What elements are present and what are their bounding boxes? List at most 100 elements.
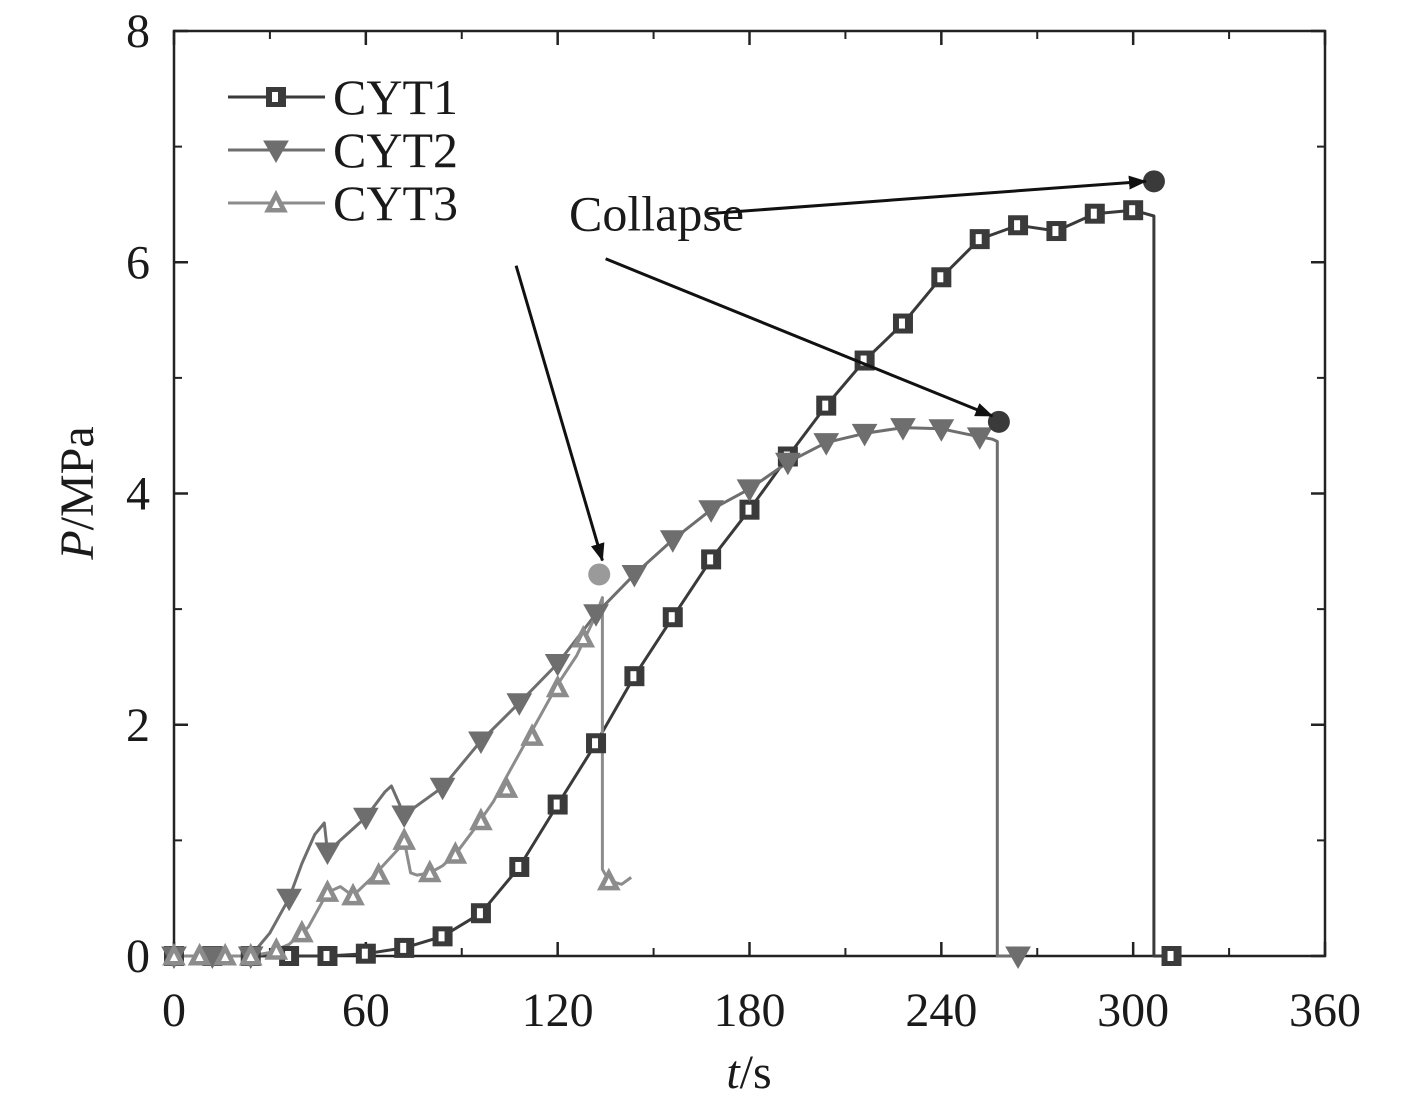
data-point-cyt3 — [264, 937, 289, 960]
data-point-cyt2 — [813, 433, 840, 456]
marker-triangle-down — [352, 807, 379, 831]
marker-triangle-down — [263, 140, 289, 164]
marker-triangle-up-highlight — [604, 877, 613, 886]
data-point-cyt1 — [969, 229, 990, 250]
data-point-cyt3 — [187, 942, 212, 966]
data-point-cyt2 — [544, 653, 571, 677]
data-point-cyt3 — [494, 775, 519, 798]
data-point-cyt2 — [928, 419, 955, 442]
data-point-cyt3 — [520, 723, 544, 746]
marker-square-highlight — [745, 504, 752, 515]
data-point-cyt2 — [352, 807, 379, 831]
data-point-cyt3 — [315, 879, 340, 902]
data-point-cyt2 — [276, 888, 302, 912]
marker-square-highlight — [323, 951, 330, 961]
collapse-annotation: Collapse — [514, 175, 1147, 562]
axis-ticks: 0 60 120 180 240 300 360 0 2 4 6 8 — [126, 5, 1361, 1037]
data-point-cyt2 — [890, 418, 916, 441]
x-tick-label: 0 — [162, 984, 186, 1037]
data-point-cyt2 — [429, 777, 456, 801]
marker-triangle-up-highlight — [195, 953, 204, 961]
marker-square-highlight — [668, 612, 675, 623]
y-tick-label: 0 — [126, 930, 150, 983]
marker-triangle-up-highlight — [323, 889, 332, 898]
marker-square-highlight — [476, 908, 483, 919]
data-point-cyt2 — [314, 842, 341, 865]
marker-square-highlight — [822, 400, 829, 411]
data-point-cyt3 — [290, 919, 314, 943]
marker-triangle-down — [890, 418, 916, 441]
data-point-cyt1 — [355, 943, 376, 964]
marker-triangle-down — [544, 653, 571, 677]
legend-label-cyt3: CYT3 — [333, 175, 458, 231]
marker-triangle-up-highlight — [451, 851, 460, 860]
data-point-cyt1 — [547, 794, 568, 815]
marker-triangle-up-highlight — [170, 953, 178, 961]
data-point-cyt3 — [238, 942, 263, 966]
x-axis-label: t/s — [726, 1046, 771, 1099]
data-point-cyt2 — [659, 530, 686, 553]
marker-triangle-down — [314, 842, 341, 865]
marker-square-highlight — [860, 355, 867, 366]
marker-triangle-down — [736, 479, 763, 502]
marker-triangle-down — [583, 604, 609, 627]
data-point-cyt1 — [892, 313, 913, 334]
collapse-point — [588, 563, 611, 586]
data-point-cyt1 — [1084, 203, 1105, 224]
marker-triangle-down — [928, 419, 955, 442]
x-tick-label: 300 — [1097, 984, 1169, 1037]
marker-square-highlight — [975, 234, 982, 245]
data-point-cyt1 — [470, 903, 491, 924]
marker-triangle-up-highlight — [272, 200, 280, 208]
marker-triangle-down — [391, 805, 418, 828]
series-line-cyt3 — [174, 596, 633, 958]
marker-square-highlight — [1090, 208, 1097, 219]
annotation-arrow — [514, 265, 605, 562]
data-point-cyt3 — [392, 827, 417, 850]
data-point-cyt1 — [701, 549, 722, 570]
marker-square-highlight — [630, 671, 637, 682]
marker-square-highlight — [898, 318, 905, 329]
data-point-cyt1 — [662, 607, 683, 628]
x-tick-label: 120 — [522, 984, 594, 1037]
marker-triangle-down — [813, 433, 840, 456]
marker-triangle-up-highlight — [502, 785, 511, 794]
marker-triangle-down — [966, 427, 993, 450]
marker-triangle-up-highlight — [297, 929, 306, 938]
y-axis-label: P/MPa — [51, 426, 104, 560]
data-point-cyt3 — [571, 624, 596, 648]
marker-triangle-up-highlight — [528, 733, 537, 742]
marker-triangle-up-highlight — [374, 872, 383, 881]
marker-square-highlight — [400, 942, 407, 953]
marker-triangle-down — [775, 452, 801, 476]
marker-square-highlight — [592, 738, 599, 749]
data-point-cyt1 — [739, 499, 760, 520]
legend-marker-cyt1 — [266, 87, 286, 107]
marker-square-highlight — [285, 951, 292, 961]
marker-triangle-down — [621, 564, 648, 588]
marker-triangle-up-highlight — [476, 817, 485, 826]
data-point-cyt1 — [1161, 946, 1182, 966]
data-point-cyt3 — [545, 674, 570, 698]
data-point-cyt3 — [341, 882, 365, 906]
data-point-cyt3 — [469, 807, 493, 831]
data-point-cyt3 — [443, 841, 468, 864]
y-tick-label: 8 — [126, 5, 150, 58]
data-point-cyt1 — [432, 926, 453, 947]
data-point-cyt2 — [698, 500, 724, 523]
marker-square-highlight — [361, 948, 368, 959]
marker-triangle-down — [659, 530, 686, 553]
marker-triangle-down — [851, 423, 878, 447]
data-point-cyt2 — [775, 452, 801, 476]
annotation-arrow — [707, 175, 1147, 216]
data-point-cyt2 — [583, 604, 609, 627]
series-markers — [161, 200, 1182, 970]
data-point-cyt3 — [596, 867, 621, 891]
data-point-cyt2 — [621, 564, 648, 588]
y-tick-label: 4 — [126, 468, 150, 521]
data-point-cyt1 — [394, 937, 415, 958]
marker-square-highlight — [438, 931, 445, 942]
